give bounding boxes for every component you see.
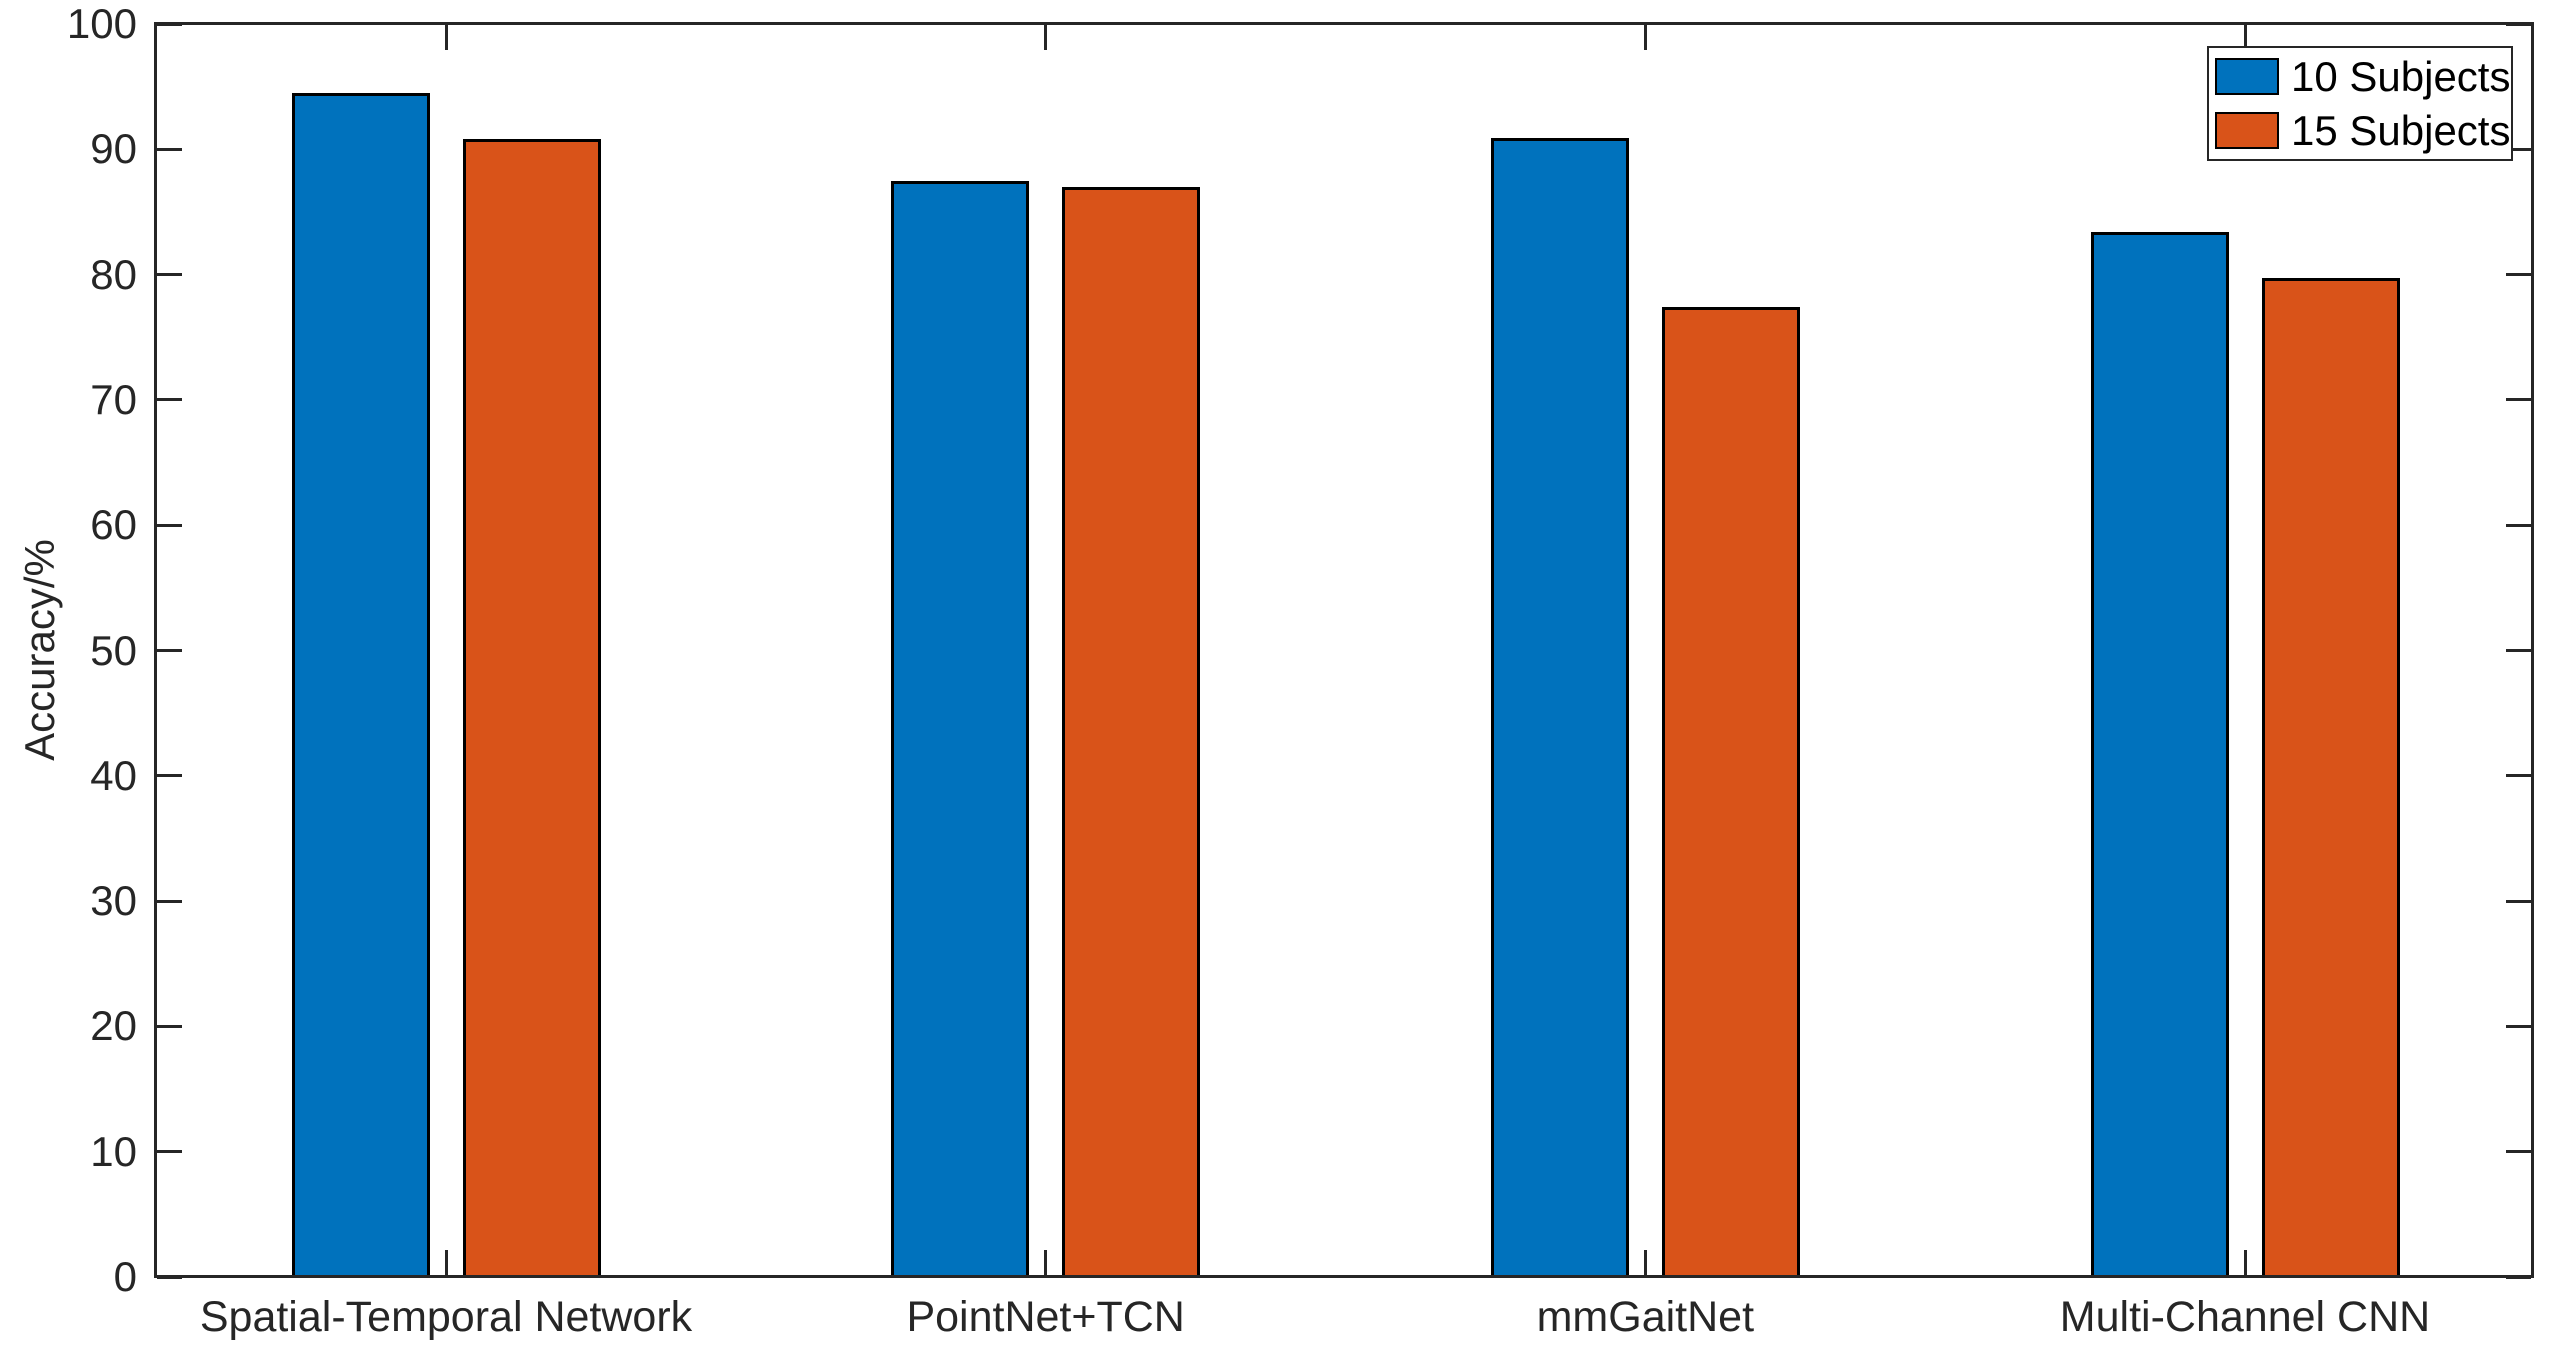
y-tick-label: 30 <box>90 877 137 925</box>
y-tick-label: 10 <box>90 1127 137 1175</box>
x-category-label-multi-channel-cnn: Multi-Channel CNN <box>2059 1293 2431 1341</box>
bar-10-subjects-pointnet-tcn <box>891 180 1030 1278</box>
y-tick-right <box>2506 649 2531 652</box>
x-tick-top <box>2243 25 2247 50</box>
x-category-label-spatial-temporal-network: Spatial-Temporal Network <box>199 1293 693 1341</box>
bar-15-subjects-mmgaitnet <box>1661 307 1800 1278</box>
y-tick-label: 70 <box>90 375 137 423</box>
x-tick-bottom <box>444 1250 448 1275</box>
y-tick-label: 80 <box>90 250 137 298</box>
y-tick-label: 0 <box>113 1253 137 1300</box>
legend-row-15-subjects: 15 Subjects <box>2215 106 2511 154</box>
y-tick-left <box>157 899 182 903</box>
y-tick-right <box>2506 1150 2531 1154</box>
legend-row-10-subjects: 10 Subjects <box>2215 52 2511 100</box>
bar-15-subjects-pointnet-tcn <box>1062 186 1201 1278</box>
y-tick-label: 100 <box>66 0 137 47</box>
y-tick-left <box>157 1275 182 1279</box>
x-tick-bottom <box>1643 1250 1647 1275</box>
y-tick-label: 40 <box>90 751 137 799</box>
y-tick-left <box>157 147 182 151</box>
bar-15-subjects-multi-channel-cnn <box>2261 278 2400 1278</box>
y-tick-right <box>2506 147 2531 151</box>
y-tick-left <box>157 774 182 778</box>
y-tick-label: 90 <box>90 125 137 173</box>
y-tick-right <box>2506 22 2531 26</box>
y-tick-right <box>2506 1275 2531 1279</box>
x-tick-bottom <box>1044 1250 1048 1275</box>
y-tick-left <box>157 523 182 527</box>
y-tick-right <box>2506 398 2531 402</box>
y-tick-left <box>157 273 182 277</box>
x-tick-top <box>1044 25 1048 50</box>
y-tick-right <box>2506 523 2531 527</box>
y-tick-right <box>2506 899 2531 903</box>
y-tick-left <box>157 1024 182 1028</box>
y-tick-left <box>157 398 182 402</box>
legend: 10 Subjects 15 Subjects <box>2207 46 2513 161</box>
y-tick-label: 60 <box>90 501 137 549</box>
x-category-label-mmgaitnet: mmGaitNet <box>1536 1293 1755 1341</box>
legend-swatch-15-subjects <box>2215 112 2279 149</box>
x-category-label-pointnet-tcn: PointNet+TCN <box>906 1293 1185 1341</box>
y-tick-left <box>157 22 182 26</box>
bar-15-subjects-spatial-temporal-network <box>462 139 601 1278</box>
y-tick-right <box>2506 774 2531 778</box>
bar-10-subjects-mmgaitnet <box>1490 138 1629 1278</box>
x-tick-top <box>444 25 448 50</box>
y-tick-label: 50 <box>90 626 137 674</box>
bar-10-subjects-spatial-temporal-network <box>291 92 430 1278</box>
y-tick-right <box>2506 273 2531 277</box>
y-tick-label: 20 <box>90 1002 137 1050</box>
y-tick-left <box>157 1150 182 1154</box>
x-tick-bottom <box>2243 1250 2247 1275</box>
legend-label-15-subjects: 15 Subjects <box>2291 106 2511 154</box>
legend-label-10-subjects: 10 Subjects <box>2291 52 2511 100</box>
x-tick-top <box>1643 25 1647 50</box>
y-tick-right <box>2506 1024 2531 1028</box>
legend-swatch-10-subjects <box>2215 58 2279 95</box>
y-tick-left <box>157 649 182 652</box>
bar-10-subjects-multi-channel-cnn <box>2090 232 2229 1278</box>
